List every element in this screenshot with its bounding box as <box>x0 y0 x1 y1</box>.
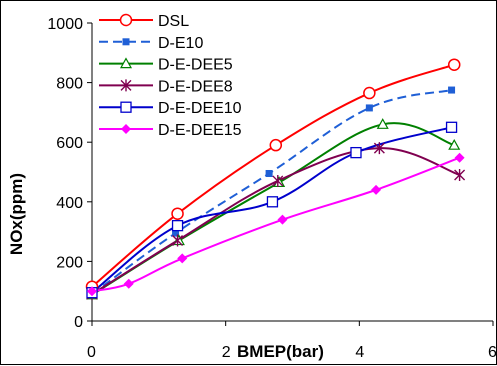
legend-marker <box>120 101 132 113</box>
y-tick-label: 1000 <box>47 16 83 33</box>
data-point-d-e-dee15 <box>454 152 465 163</box>
legend-marker <box>121 124 131 134</box>
data-point-d-e-dee5 <box>448 138 461 150</box>
data-point-d-e-dee15 <box>371 184 382 195</box>
legend-label: D-E-DEE10 <box>158 100 242 117</box>
y-tick-label: 600 <box>56 135 83 152</box>
legend-background <box>95 9 265 137</box>
series-line-d-e-dee15 <box>91 156 460 293</box>
data-point-d-e-dee10 <box>266 196 279 208</box>
y-tick-label: 400 <box>56 195 83 212</box>
data-point-d-e-dee15 <box>277 214 288 225</box>
data-point-d-e-dee10 <box>445 121 458 133</box>
x-tick-label: 6 <box>488 344 497 361</box>
data-point-dsl <box>447 58 461 71</box>
data-point-dsl <box>269 138 283 152</box>
x-tick-label: 2 <box>222 344 231 361</box>
data-point-d-e10 <box>172 229 180 237</box>
data-point-d-e-dee10 <box>171 219 184 232</box>
legend-label: D-E-DEE5 <box>158 57 233 74</box>
data-point-dsl <box>363 86 376 100</box>
legend-label: DSL <box>158 13 189 30</box>
legend-label: D-E-DEE8 <box>158 78 233 95</box>
data-point-d-e-dee8 <box>454 168 466 181</box>
legend-label: D-E10 <box>158 35 203 52</box>
data-point-d-e-dee15 <box>177 253 188 264</box>
legend-marker <box>119 13 133 27</box>
y-tick-label: 200 <box>56 254 83 271</box>
legend: DSL D-E10 D-E-DEE5 D-E-DEE8 D-E-DEE10 D-E-DEE… <box>95 9 265 139</box>
x-axis-title: BMEP(bar) <box>237 342 324 361</box>
series-markers <box>85 58 466 301</box>
legend-marker <box>120 79 132 92</box>
legend-marker <box>122 38 130 46</box>
data-point-d-e-dee8 <box>272 174 284 187</box>
x-axis-ticks: 0 2 4 6 <box>87 321 497 361</box>
x-tick-label: 0 <box>87 344 96 361</box>
data-point-d-e-dee8 <box>373 142 385 155</box>
data-point-dsl <box>171 207 184 220</box>
legend-marker <box>119 57 133 69</box>
data-point-d-e-dee5 <box>376 118 389 129</box>
data-point-d-e10 <box>365 104 373 112</box>
series-line-d-e-dee10 <box>91 126 452 294</box>
y-tick-label: 800 <box>56 76 83 93</box>
data-point-d-e-dee10 <box>350 146 362 159</box>
y-axis-ticks: 0 200 400 600 800 1000 <box>47 16 92 331</box>
data-point-d-e-dee15 <box>123 278 134 289</box>
y-tick-label: 0 <box>74 314 83 331</box>
data-point-d-e-dee15 <box>87 286 97 297</box>
data-point-d-e-dee8 <box>172 234 184 247</box>
data-point-d-e10 <box>265 169 273 177</box>
x-tick-label: 4 <box>355 344 364 361</box>
y-axis-title: NOx(ppm) <box>7 173 26 255</box>
legend-label: D-E-DEE15 <box>158 122 242 139</box>
data-point-d-e10 <box>448 86 456 94</box>
x-axis-title-background <box>235 339 345 361</box>
